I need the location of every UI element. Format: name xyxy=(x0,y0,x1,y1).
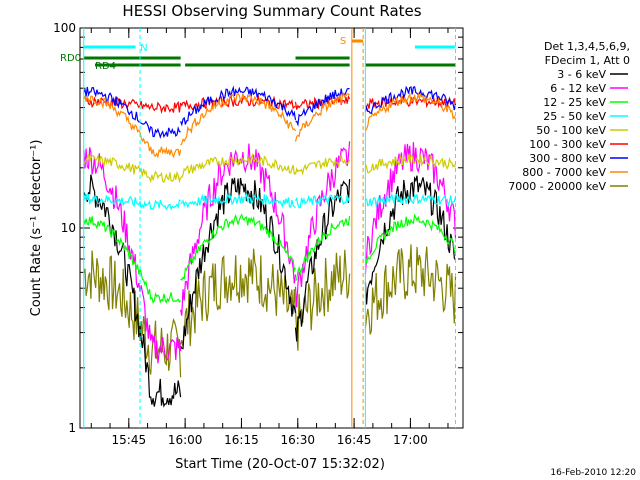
series-line-segment xyxy=(295,216,351,281)
x-tick-label: 16:00 xyxy=(168,433,203,447)
series-line-segment xyxy=(83,147,182,364)
legend-entry-label: 12 - 25 keV xyxy=(543,96,606,109)
footer-timestamp: 16-Feb-2010 12:20 xyxy=(550,468,636,478)
series-line-segment xyxy=(180,177,297,350)
series-2 xyxy=(83,213,457,305)
y-axis-label: Count Rate (s⁻¹ detector⁻¹) xyxy=(29,140,44,317)
chart-title: HESSI Observing Summary Count Rates xyxy=(122,2,421,20)
series-line-segment xyxy=(83,86,181,140)
x-tick-label: 16:30 xyxy=(280,433,315,447)
series-line-segment xyxy=(83,152,182,184)
series-line-segment xyxy=(294,194,351,209)
series-line-segment xyxy=(180,85,297,127)
series-line-segment xyxy=(180,213,297,281)
rd4-label: RD4 xyxy=(95,61,116,72)
series-line-segment xyxy=(83,216,182,305)
legend-entry-label: 7000 - 20000 keV xyxy=(508,180,606,193)
series-line-segment xyxy=(364,175,457,305)
series-line-segment xyxy=(294,92,350,142)
y-tick-label: 1 xyxy=(68,421,76,435)
annotation-layer: N S RD0 RD4 xyxy=(60,28,456,428)
series-line-segment xyxy=(180,152,296,179)
x-axis: 15:45 16:00 16:15 16:30 16:45 17:00 xyxy=(90,28,449,447)
legend-entry-label: 6 - 12 keV xyxy=(550,82,606,95)
x-axis-label: Start Time (20-Oct-07 15:32:02) xyxy=(175,457,385,472)
series-3 xyxy=(83,192,457,211)
series-line-segment xyxy=(180,248,297,347)
legend-entry-label: 300 - 800 keV xyxy=(529,152,606,165)
series-line-segment xyxy=(364,153,457,174)
legend-entry-label: 50 - 100 keV xyxy=(536,124,606,137)
rd0-label: RD0 xyxy=(60,53,81,64)
x-tick-label: 16:15 xyxy=(224,433,259,447)
n-label: N xyxy=(140,43,147,54)
series-line-segment xyxy=(83,96,182,115)
s-label: S xyxy=(340,36,346,47)
series-line-segment xyxy=(83,193,181,211)
series-line-segment xyxy=(294,179,351,342)
x-tick-label: 16:45 xyxy=(337,433,372,447)
y-tick-label: 100 xyxy=(53,21,76,35)
series-line-segment xyxy=(364,244,457,335)
series-line-segment xyxy=(364,85,457,114)
series-line-segment xyxy=(180,192,296,209)
legend-header: FDecim 1, Att 0 xyxy=(545,54,630,67)
x-tick-label: 17:00 xyxy=(393,433,428,447)
legend-header: Det 1,3,4,5,6,9, xyxy=(544,40,630,53)
series-5 xyxy=(83,94,457,115)
series-7 xyxy=(83,91,457,159)
series-line-segment xyxy=(365,192,457,208)
series-8 xyxy=(83,244,457,378)
series-line-segment xyxy=(83,94,182,159)
legend-entry-label: 3 - 6 keV xyxy=(557,68,606,81)
series-6 xyxy=(83,85,457,140)
legend-entry-label: 100 - 300 keV xyxy=(529,138,606,151)
series-line-segment xyxy=(294,153,351,176)
series-line-segment xyxy=(83,250,182,378)
series-layer xyxy=(83,85,457,408)
legend: Det 1,3,4,5,6,9,FDecim 1, Att 03 - 6 keV… xyxy=(508,40,630,193)
x-tick-label: 15:45 xyxy=(112,433,147,447)
series-line-segment xyxy=(180,92,297,146)
series-line-segment xyxy=(295,87,350,127)
y-tick-label: 10 xyxy=(61,221,76,235)
series-line-segment xyxy=(364,91,457,132)
legend-entry-label: 25 - 50 keV xyxy=(543,110,606,123)
y-axis: 1 10 100 xyxy=(53,21,463,435)
legend-entry-label: 800 - 7000 keV xyxy=(522,166,606,179)
series-line-segment xyxy=(364,213,457,264)
series-4 xyxy=(83,152,457,184)
